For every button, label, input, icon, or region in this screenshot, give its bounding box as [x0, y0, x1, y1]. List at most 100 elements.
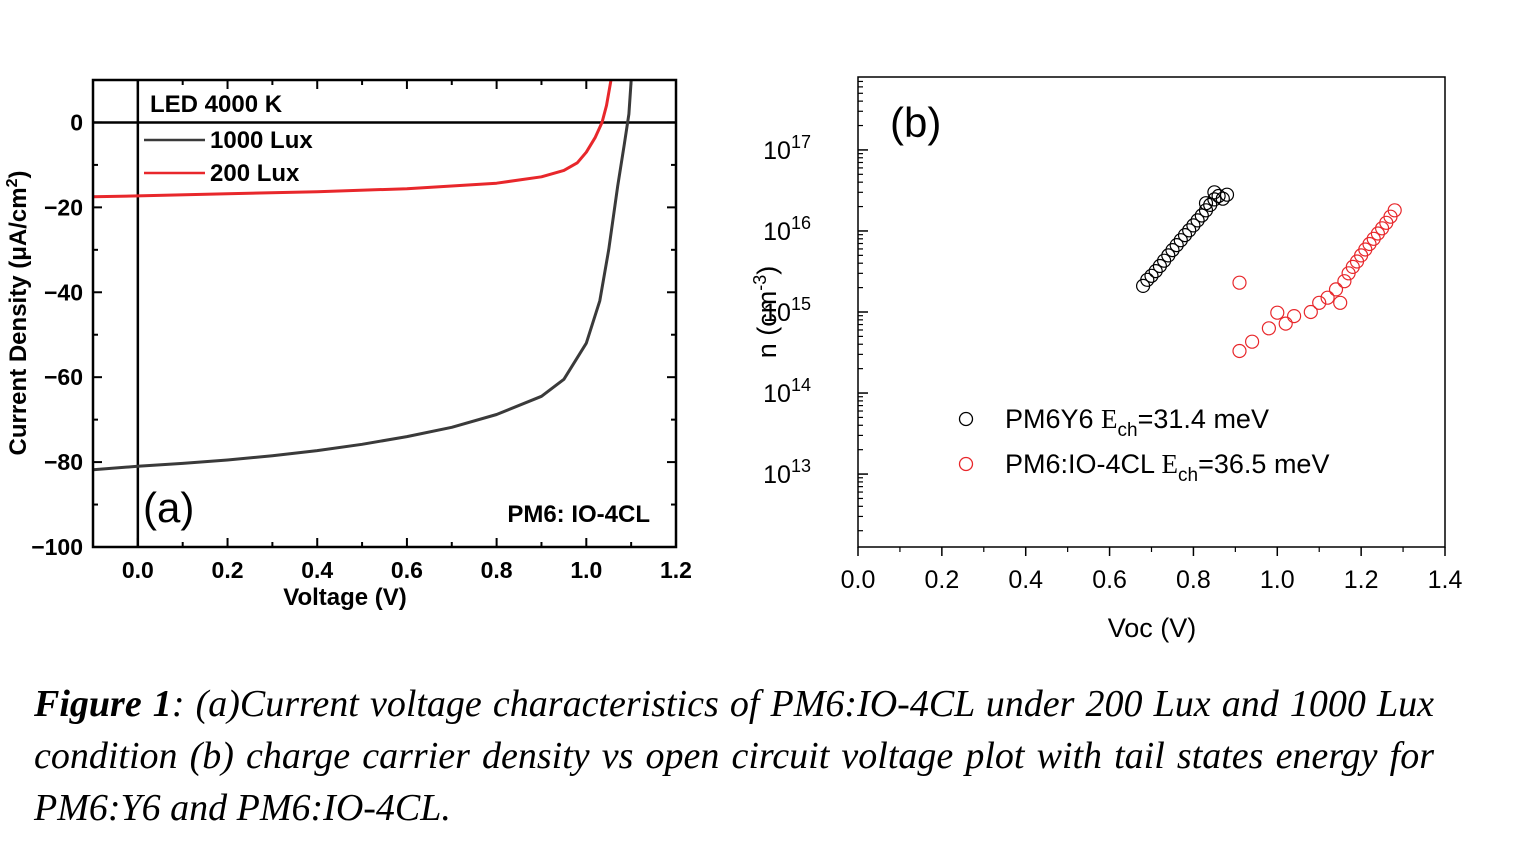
panel-b-x-tick-label: 0.6 — [1092, 566, 1127, 594]
panel-b-point-series-1 — [1278, 316, 1293, 331]
panel-a-x-tick-label: 1.2 — [660, 557, 692, 583]
legend-label-1000-lux: 1000 Lux — [210, 127, 313, 154]
panel-b-point-series-1 — [1337, 274, 1352, 289]
legend-marker-pm6y6 — [958, 411, 974, 427]
caption-text: : (a)Current voltage characteristics of … — [34, 683, 1434, 829]
panel-b-point-series-1 — [1370, 226, 1386, 241]
panel-b-point-series-1 — [1303, 304, 1318, 320]
panel-b-label: (b) — [890, 99, 941, 146]
panel-b-y-tick-base: 10 — [763, 299, 791, 327]
panel-b-point-series-0 — [1152, 258, 1168, 274]
panel-b-x-tick-label: 0.0 — [841, 566, 876, 594]
panel-b-point-series-0 — [1198, 203, 1214, 218]
panel-a-y-ticks: 0 −20 −40 −60 −80 −100 — [31, 79, 676, 560]
panel-a-x-ticks: 0.0 0.2 0.4 0.6 0.8 1.0 1.2 — [92, 80, 692, 583]
panel-b-series — [1135, 185, 1402, 359]
panel-b-y-tick-base: 10 — [763, 380, 791, 408]
panel-b-point-series-0 — [1194, 208, 1209, 223]
panel-a-x-tick-label: 0.4 — [301, 557, 333, 583]
panel-b-point-series-0 — [1215, 191, 1230, 206]
panel-b-point-series-0 — [1177, 228, 1193, 243]
panel-b-x-tick-label: 1.2 — [1344, 566, 1379, 594]
panel-a-x-tick-label: 0.6 — [391, 557, 423, 583]
panel-b-x-tick-label: 0.2 — [924, 566, 959, 594]
panel-b-point-series-1 — [1286, 309, 1302, 324]
panel-b-point-series-0 — [1190, 213, 1205, 228]
panel-b-point-series-0 — [1140, 272, 1155, 287]
caption-label: Figure 1 — [34, 683, 172, 725]
panel-a-x-axis-label: Voltage (V) — [283, 584, 407, 611]
panel-b-y-tick-base: 10 — [763, 461, 791, 489]
legend-label-pm6y6: PM6Y6 Ech=31.4 meV — [1005, 404, 1269, 441]
panel-b-point-series-0 — [1182, 223, 1197, 238]
panel-b-point-series-1 — [1244, 334, 1260, 349]
panel-a-y-tick-label: −80 — [44, 449, 83, 475]
panel-b-y-tick-label: 1017 — [763, 132, 811, 165]
panel-b-point-series-1 — [1366, 231, 1381, 246]
panel-b-point-series-1 — [1333, 295, 1348, 310]
panel-b-frame — [857, 76, 1446, 548]
panel-b-point-series-1 — [1261, 321, 1277, 336]
panel-a-y-tick-label: −40 — [44, 279, 83, 305]
panel-b-x-tick-label: 0.8 — [1176, 566, 1211, 594]
panel-b-point-series-1 — [1328, 282, 1344, 297]
panel-b-y-tick-label: 1013 — [763, 456, 811, 489]
panel-b-y-tick-base: 10 — [763, 218, 791, 246]
panel-b-point-series-0 — [1156, 253, 1172, 268]
panel-b-point-series-1 — [1387, 203, 1402, 218]
panel-b-point-series-1 — [1345, 259, 1360, 274]
panel-b-x-ticks: 0.0 0.2 0.4 0.6 0.8 1.0 1.2 1.4 — [841, 547, 1463, 594]
panel-b-point-series-1 — [1312, 295, 1327, 310]
panel-a-frame — [91, 78, 678, 549]
panel-b-point-series-1 — [1320, 290, 1335, 305]
panel-b-y-tick-exponent: 13 — [791, 456, 811, 476]
panel-a-x-tick-label: 0.8 — [481, 557, 513, 583]
panel-a-y-tick-label: −100 — [31, 534, 83, 560]
panel-b-y-tick-exponent: 14 — [791, 375, 811, 395]
panel-a-series-line-1 — [92, 79, 613, 199]
panel-a-y-axis-label: Current Density (μA/cm2) — [4, 171, 32, 456]
panel-b-point-series-0 — [1148, 264, 1163, 279]
panel-b-point-series-0 — [1207, 185, 1222, 200]
legend-label-pm6-io-4cl: PM6:IO-4CL Ech=36.5 meV — [1005, 449, 1329, 486]
panel-b-point-series-0 — [1198, 196, 1214, 211]
panel-a-series — [92, 79, 633, 472]
panel-b-y-tick-exponent: 15 — [791, 294, 811, 314]
panel-b-point-series-0 — [1165, 243, 1180, 258]
panel-b-x-tick-label: 0.4 — [1008, 566, 1043, 594]
panel-b-x-tick-label: 1.4 — [1428, 566, 1463, 594]
panel-b-y-tick-label: 1016 — [763, 213, 811, 246]
panel-b-y-axis-label: n (cm-3) — [750, 266, 782, 359]
panel-a-x-tick-label: 0.0 — [122, 557, 154, 583]
panel-b-x-axis-label: Voc (V) — [1108, 613, 1197, 643]
panel-b-point-series-0 — [1186, 218, 1201, 233]
legend-label-200-lux: 200 Lux — [210, 160, 300, 187]
panel-b-point-series-1 — [1232, 275, 1247, 290]
legend-marker-pm6-io-4cl — [958, 456, 974, 472]
panel-b-point-series-0 — [1173, 233, 1188, 248]
panel-a-y-tick-label: 0 — [70, 109, 83, 135]
panel-b-y-tick-exponent: 16 — [791, 213, 811, 233]
panel-b-point-series-0 — [1219, 187, 1235, 202]
panel-a-y-tick-label: −60 — [44, 364, 83, 390]
panel-b-point-series-0 — [1144, 268, 1159, 283]
panel-b-point-series-1 — [1232, 343, 1247, 359]
panel-a-label: (a) — [143, 484, 194, 531]
figure-caption: Figure 1: (a)Current voltage characteris… — [34, 678, 1434, 834]
panel-a-y-tick-label: −20 — [44, 194, 83, 220]
panel-a-x-tick-label: 1.0 — [570, 557, 602, 583]
panel-b-y-tick-exponent: 17 — [791, 132, 811, 152]
panel-b-point-series-0 — [1207, 192, 1222, 207]
panel-a-series-line-0 — [92, 79, 633, 472]
panel-b-x-tick-label: 1.0 — [1260, 566, 1295, 594]
panel-b-point-series-1 — [1270, 305, 1285, 320]
panel-a: 0−20−40−60−80−100 0.0 0.2 0.4 0.6 0.8 1.0 1.2 … — [4, 78, 692, 611]
figure-canvas: 0−20−40−60−80−100 0.0 0.2 0.4 0.6 0.8 1.0 1.2 … — [4, 76, 1463, 643]
panel-a-x-tick-label: 0.2 — [212, 557, 244, 583]
panel-b-y-tick-label: 1014 — [763, 375, 811, 408]
panel-b-point-series-0 — [1211, 188, 1226, 204]
panel-b-point-series-0 — [1169, 238, 1184, 253]
panel-a-legend-title: LED 4000 K — [150, 91, 283, 118]
